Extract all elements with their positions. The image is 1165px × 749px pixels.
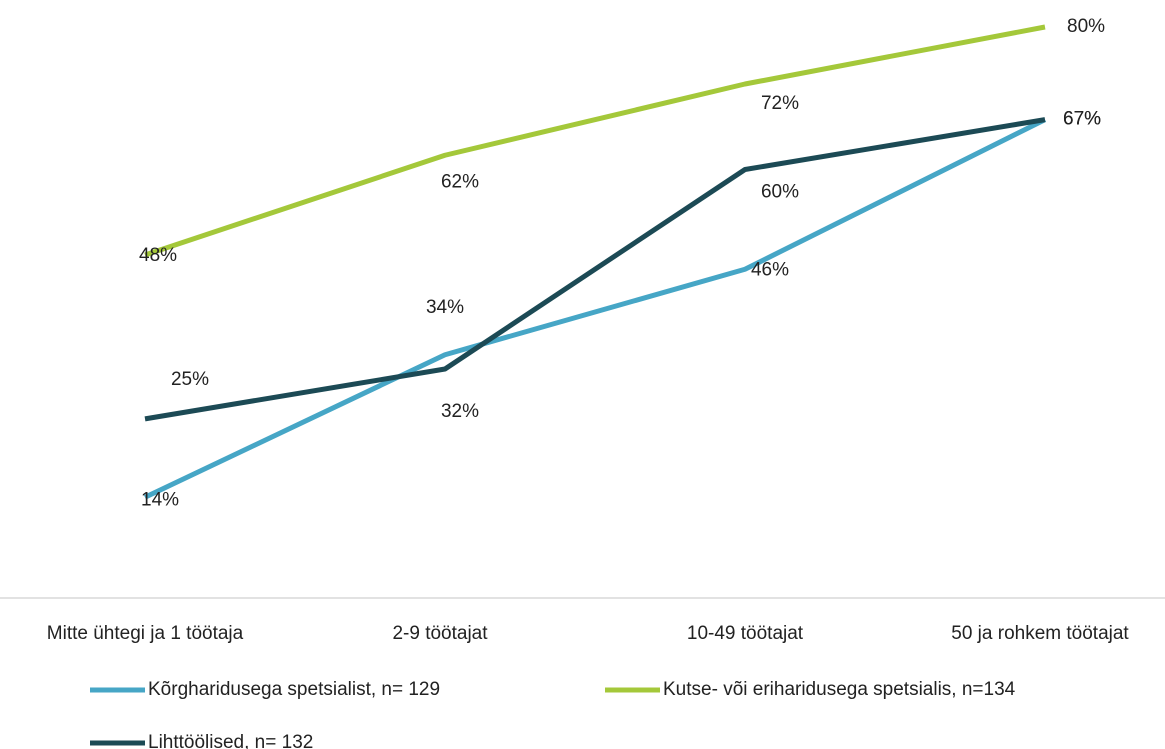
data-label: 46%	[751, 259, 789, 280]
data-label: 34%	[426, 297, 464, 318]
data-label: 62%	[441, 171, 479, 192]
data-label: 14%	[141, 489, 179, 510]
data-label: 67%	[1063, 109, 1101, 130]
data-label: 80%	[1067, 16, 1105, 37]
x-tick-label: Mitte ühtegi ja 1 töötaja	[47, 623, 244, 644]
x-tick-label: 10-49 töötajat	[687, 623, 804, 644]
data-label: 25%	[171, 369, 209, 390]
line	[144, 117, 1046, 422]
data-label: 48%	[139, 245, 177, 266]
line	[144, 24, 1046, 258]
legend-label: Lihttöölised, n= 132	[148, 732, 313, 749]
line	[143, 117, 1047, 500]
x-tick-label: 2-9 töötajat	[392, 623, 488, 644]
legend-label: Kutse- või eriharidusega spetsialis, n=1…	[663, 679, 1016, 700]
data-label: 60%	[761, 182, 799, 203]
data-label: 72%	[761, 93, 799, 114]
data-label: 32%	[441, 401, 479, 422]
x-tick-label: 50 ja rohkem töötajat	[951, 623, 1129, 644]
data-label: 67%	[1063, 109, 1101, 130]
legend-label: Kõrgharidusega spetsialist, n= 129	[148, 679, 440, 700]
